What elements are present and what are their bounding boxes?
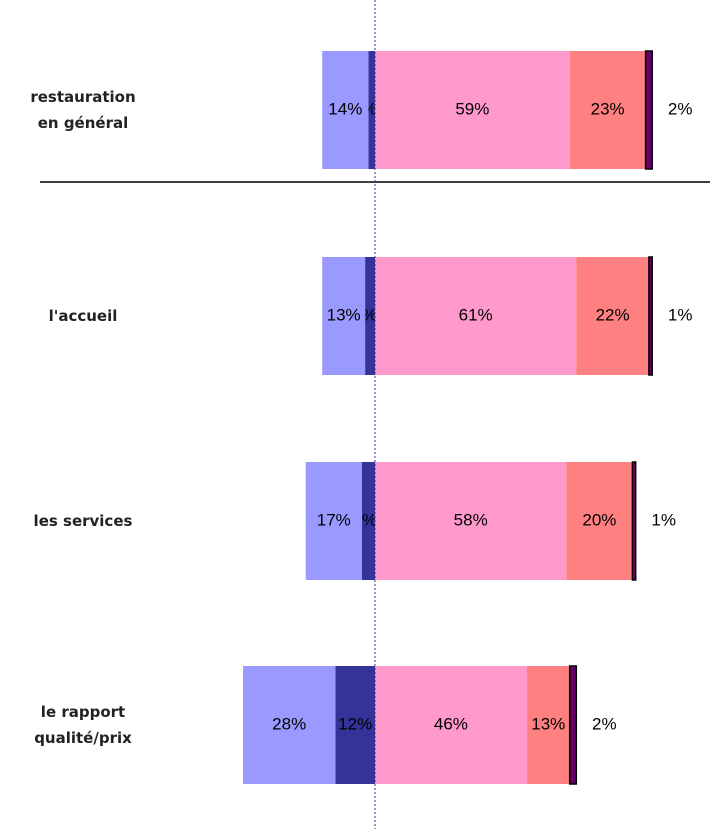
bar-segment <box>526 666 570 784</box>
value-label: 13% <box>327 305 361 324</box>
bar-segment <box>568 665 578 785</box>
bar-segment <box>365 257 375 375</box>
value-label: 13% <box>531 714 565 733</box>
value-label: 59% <box>455 99 489 118</box>
bar-segment <box>361 462 375 580</box>
bar-segment <box>335 666 375 784</box>
value-label: 46% <box>434 714 468 733</box>
value-label: 22% <box>596 305 630 324</box>
category-label: les services <box>33 512 133 530</box>
bar-segment <box>631 461 637 581</box>
value-label: 14% <box>328 99 362 118</box>
value-label: 2% <box>592 714 617 733</box>
value-label: 1% <box>651 510 676 529</box>
bar-segment <box>375 462 567 580</box>
value-label: 2% <box>668 99 693 118</box>
value-label: 28% <box>272 714 306 733</box>
value-label: 61% <box>459 305 493 324</box>
value-label: 23% <box>591 99 625 118</box>
category-label: l'accueil <box>48 307 118 325</box>
value-label: 1% <box>668 305 693 324</box>
bar-segment <box>368 51 375 169</box>
bar-segment <box>375 51 570 169</box>
bar-segment <box>243 666 336 784</box>
bar-segment <box>566 462 633 580</box>
value-label: 58% <box>454 510 488 529</box>
bar-segment <box>569 51 646 169</box>
bar-segment <box>644 50 653 170</box>
bar-segment <box>576 257 649 375</box>
category-label: restauration en général <box>30 88 136 132</box>
bar-segment <box>375 257 577 375</box>
category-label: le rapport qualité/prix <box>34 703 132 747</box>
bar-segment <box>322 257 366 375</box>
bar-segment <box>322 51 369 169</box>
value-label: 17% <box>317 510 351 529</box>
bar-segment <box>375 666 527 784</box>
value-label: 20% <box>582 510 616 529</box>
value-label: 12% <box>338 714 372 733</box>
bar-segment <box>648 256 653 376</box>
bar-segment <box>305 462 362 580</box>
